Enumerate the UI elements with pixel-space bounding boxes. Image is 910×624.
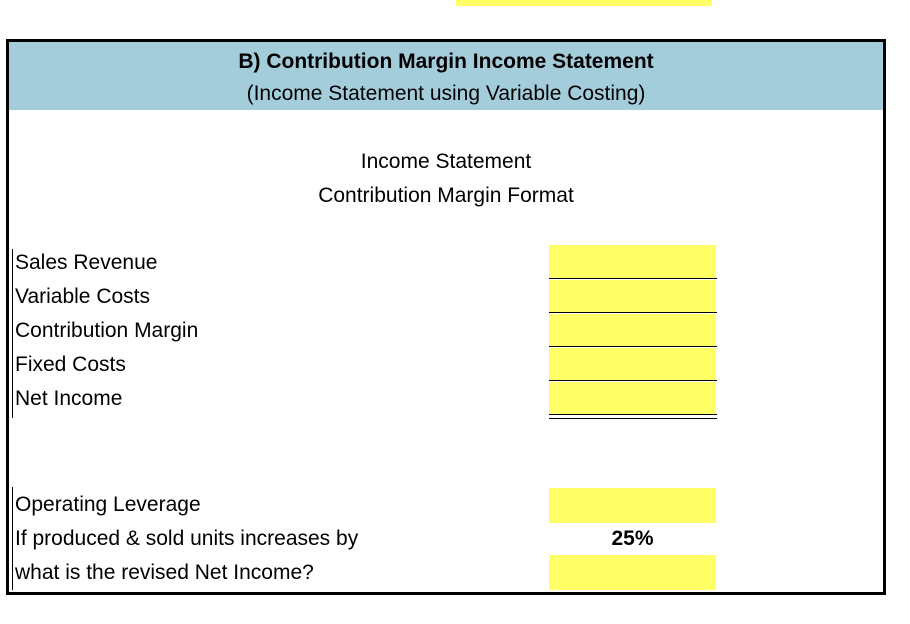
- increase-label: If produced & sold units increases by: [15, 527, 359, 550]
- row-label-net-income: Net Income: [15, 387, 123, 410]
- operating-leverage-label: Operating Leverage: [15, 493, 201, 516]
- cell-border: [549, 278, 717, 279]
- double-underline-top: [549, 414, 717, 415]
- row-label-variable-costs: Variable Costs: [15, 285, 151, 308]
- double-underline-bottom: [549, 418, 717, 419]
- row-label-sales-revenue: Sales Revenue: [15, 251, 158, 274]
- section-title: B) Contribution Margin Income Statement: [238, 50, 654, 73]
- input-operating-leverage[interactable]: [549, 488, 716, 523]
- revised-net-income-label: what is the revised Net Income?: [15, 561, 314, 584]
- cell-border: [549, 346, 717, 347]
- input-variable-costs[interactable]: [549, 280, 716, 313]
- input-revised-net-income[interactable]: [549, 555, 716, 590]
- row-label-fixed-costs: Fixed Costs: [15, 353, 126, 376]
- statement-title: Income Statement: [360, 150, 532, 173]
- label-column-border: [12, 249, 13, 418]
- top-input-cell[interactable]: [456, 0, 712, 6]
- row-label-contribution-margin: Contribution Margin: [15, 319, 199, 342]
- input-contribution-margin[interactable]: [549, 314, 716, 347]
- section-subtitle: (Income Statement using Variable Costing…: [246, 82, 646, 105]
- cell-border: [549, 312, 717, 313]
- worksheet-panel: B) Contribution Margin Income Statement …: [6, 39, 886, 595]
- section-header: B) Contribution Margin Income Statement …: [9, 42, 883, 110]
- increase-percent: 25%: [611, 527, 654, 550]
- input-fixed-costs[interactable]: [549, 348, 716, 381]
- input-sales-revenue[interactable]: [549, 245, 716, 279]
- leverage-label-border: [12, 487, 13, 590]
- statement-format: Contribution Margin Format: [318, 184, 574, 207]
- cell-border: [549, 380, 717, 381]
- input-net-income[interactable]: [549, 382, 716, 415]
